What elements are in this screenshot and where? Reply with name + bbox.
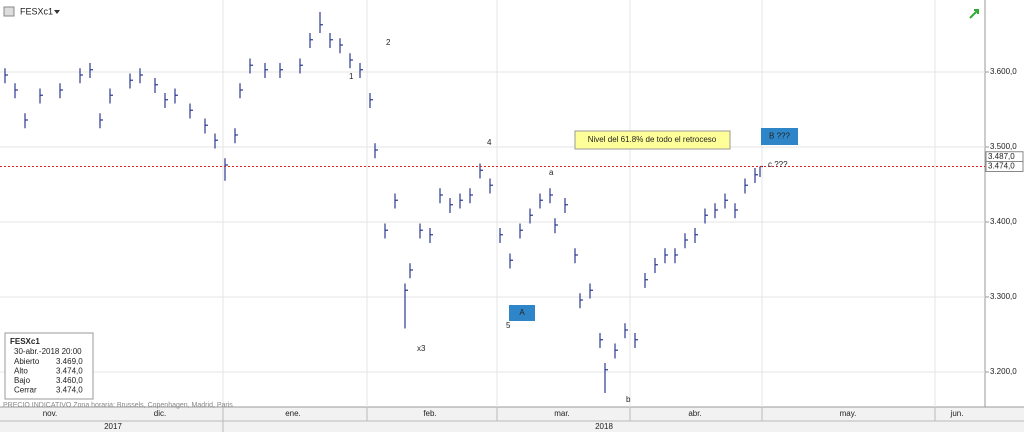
price-marker-box — [985, 160, 1024, 172]
year-label: 2018 — [595, 422, 613, 431]
wave-label: x3 — [417, 344, 426, 353]
info-value: 3.460,0 — [56, 376, 83, 385]
note-box — [574, 130, 731, 150]
wave-label: 1 — [349, 72, 354, 81]
info-title: FESXc1 — [10, 337, 40, 346]
x-tick-label: mar. — [554, 409, 570, 418]
wave-label: 2 — [386, 38, 391, 47]
y-tick-label: 3.300,0 — [990, 292, 1017, 301]
trend-icon[interactable] — [969, 9, 979, 19]
y-tick-label: 3.600,0 — [990, 67, 1017, 76]
wave-label: 4 — [487, 138, 492, 147]
info-value: 3.469,0 — [56, 357, 83, 366]
x-tick-label: ene. — [285, 409, 301, 418]
info-label: Cerrar — [14, 386, 37, 395]
wave-box — [761, 128, 798, 145]
price-marker-label: 3.487,0 — [988, 152, 1015, 161]
info-value: 3.474,0 — [56, 386, 83, 395]
price-marker-label: 3.474,0 — [988, 162, 1015, 171]
info-date: 30-abr.-2018 20:00 — [14, 347, 82, 356]
x-tick-label: jun. — [950, 409, 964, 418]
dropdown-arrow[interactable] — [54, 10, 60, 14]
x-tick-label: dic. — [154, 409, 166, 418]
y-tick-label: 3.500,0 — [990, 142, 1017, 151]
x-axis-band — [0, 407, 1024, 432]
wave-label: a — [549, 168, 554, 177]
wave-box-label: B ??? — [769, 132, 790, 141]
wave-label: b — [626, 395, 631, 404]
footer: PRECIO INDICATIVO Zona horaria: Brussels… — [3, 402, 233, 409]
wave-label: 5 — [506, 321, 511, 330]
x-tick-label: feb. — [423, 409, 436, 418]
wave-box — [509, 305, 535, 321]
info-label: Bajo — [14, 376, 31, 385]
x-tick-label: may. — [840, 409, 857, 418]
wave-box-label: A — [519, 308, 525, 317]
info-label: Abierto — [14, 357, 40, 366]
y-tick-label: 3.200,0 — [990, 367, 1017, 376]
info-panel — [4, 332, 94, 400]
x-tick-label: abr. — [688, 409, 701, 418]
y-tick-label: 3.400,0 — [990, 217, 1017, 226]
wave-label: c ??? — [768, 160, 788, 169]
symbol-icon — [3, 6, 15, 17]
info-label: Alto — [14, 367, 28, 376]
x-tick-label: nov. — [43, 409, 58, 418]
symbol-name[interactable]: FESXc1 — [20, 6, 53, 16]
note: Nivel del 61.8% de todo el retroceso — [588, 135, 717, 144]
year-label: 2017 — [104, 422, 122, 431]
info-value: 3.474,0 — [56, 367, 83, 376]
